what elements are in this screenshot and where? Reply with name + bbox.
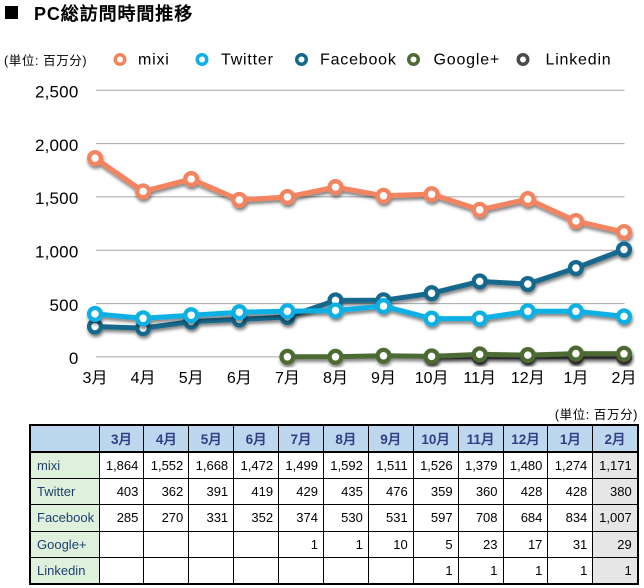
svg-text:1,000: 1,000 [35,243,79,262]
svg-text:Google+: Google+ [434,52,501,69]
svg-text:mixi: mixi [138,52,170,69]
svg-text:12月: 12月 [511,370,545,387]
svg-text:10月: 10月 [415,370,449,387]
svg-text:8月: 8月 [323,370,348,387]
svg-text:6月: 6月 [227,370,252,387]
svg-text:Facebook: Facebook [320,52,397,69]
svg-text:(単位: 百万分): (単位: 百万分) [4,53,87,68]
svg-text:1,500: 1,500 [35,189,79,208]
svg-text:2,000: 2,000 [35,136,79,155]
svg-text:0: 0 [69,349,79,368]
svg-text:11月: 11月 [463,370,496,387]
svg-text:Twitter: Twitter [221,52,274,69]
svg-text:5月: 5月 [179,370,204,387]
svg-text:9月: 9月 [371,370,396,387]
svg-text:2月: 2月 [612,370,637,387]
svg-text:2,500: 2,500 [35,83,79,102]
svg-text:7月: 7月 [275,370,300,387]
svg-text:1月: 1月 [563,370,588,387]
svg-text:3月: 3月 [83,370,108,387]
svg-text:Linkedin: Linkedin [546,52,612,69]
svg-text:500: 500 [50,296,79,315]
svg-text:4月: 4月 [131,370,156,387]
